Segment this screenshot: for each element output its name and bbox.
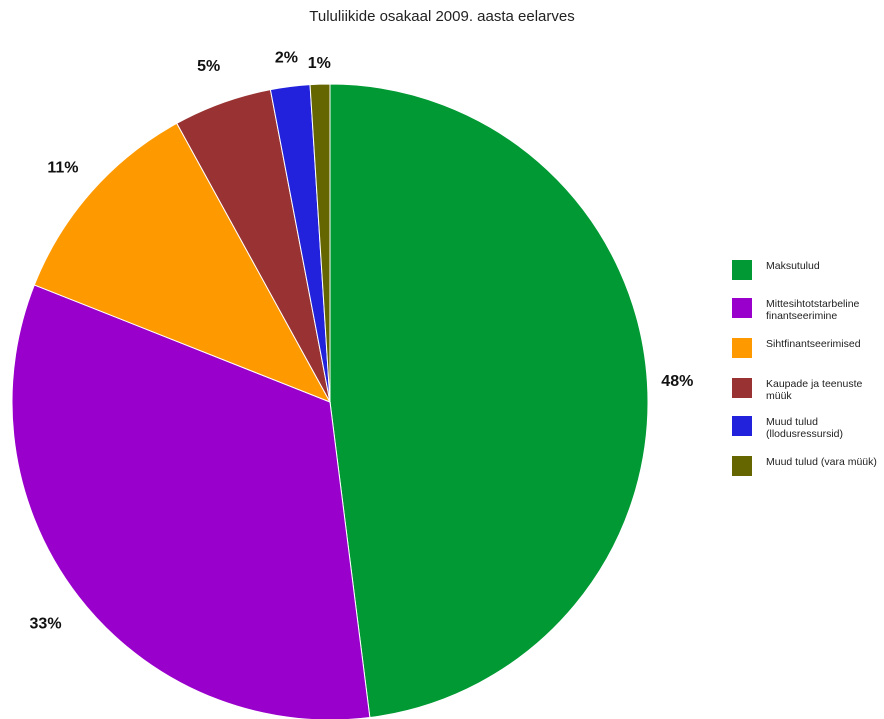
pie-slice [309,83,331,403]
pie-slice [11,284,371,719]
legend-swatch [732,298,752,318]
slice-value-label: 33% [30,616,62,633]
legend-label: Muud tulud (llodusressursid) [766,416,844,440]
legend-label: Sihtfinantseerimised [766,338,861,350]
legend-swatch [732,378,752,398]
pie-slices [11,83,649,719]
legend-swatch [732,456,752,476]
slice-value-label: 11% [47,160,78,177]
slice-value-label: 5% [197,58,220,75]
legend-label: Mittesihtotstarbeline finantseerimine [766,298,860,322]
pie-slice [329,83,649,719]
pie-value-labels: 48% 33% 11% 5% 2% 1% [30,50,694,633]
legend-label: Muud tulud (vara müük) [766,456,877,468]
legend-label: Kaupade ja teenuste müük [766,378,863,402]
slice-value-label: 2% [275,50,298,67]
legend-label: Maksutulud [766,260,820,272]
slice-value-label: 48% [661,373,693,390]
chart-title: Tululiikide osakaal 2009. aasta eelarves [309,8,575,25]
legend-swatch [732,416,752,436]
slice-value-label: 1% [308,55,331,72]
pie-slice [33,122,332,403]
legend-swatch [732,260,752,280]
legend-swatch [732,338,752,358]
